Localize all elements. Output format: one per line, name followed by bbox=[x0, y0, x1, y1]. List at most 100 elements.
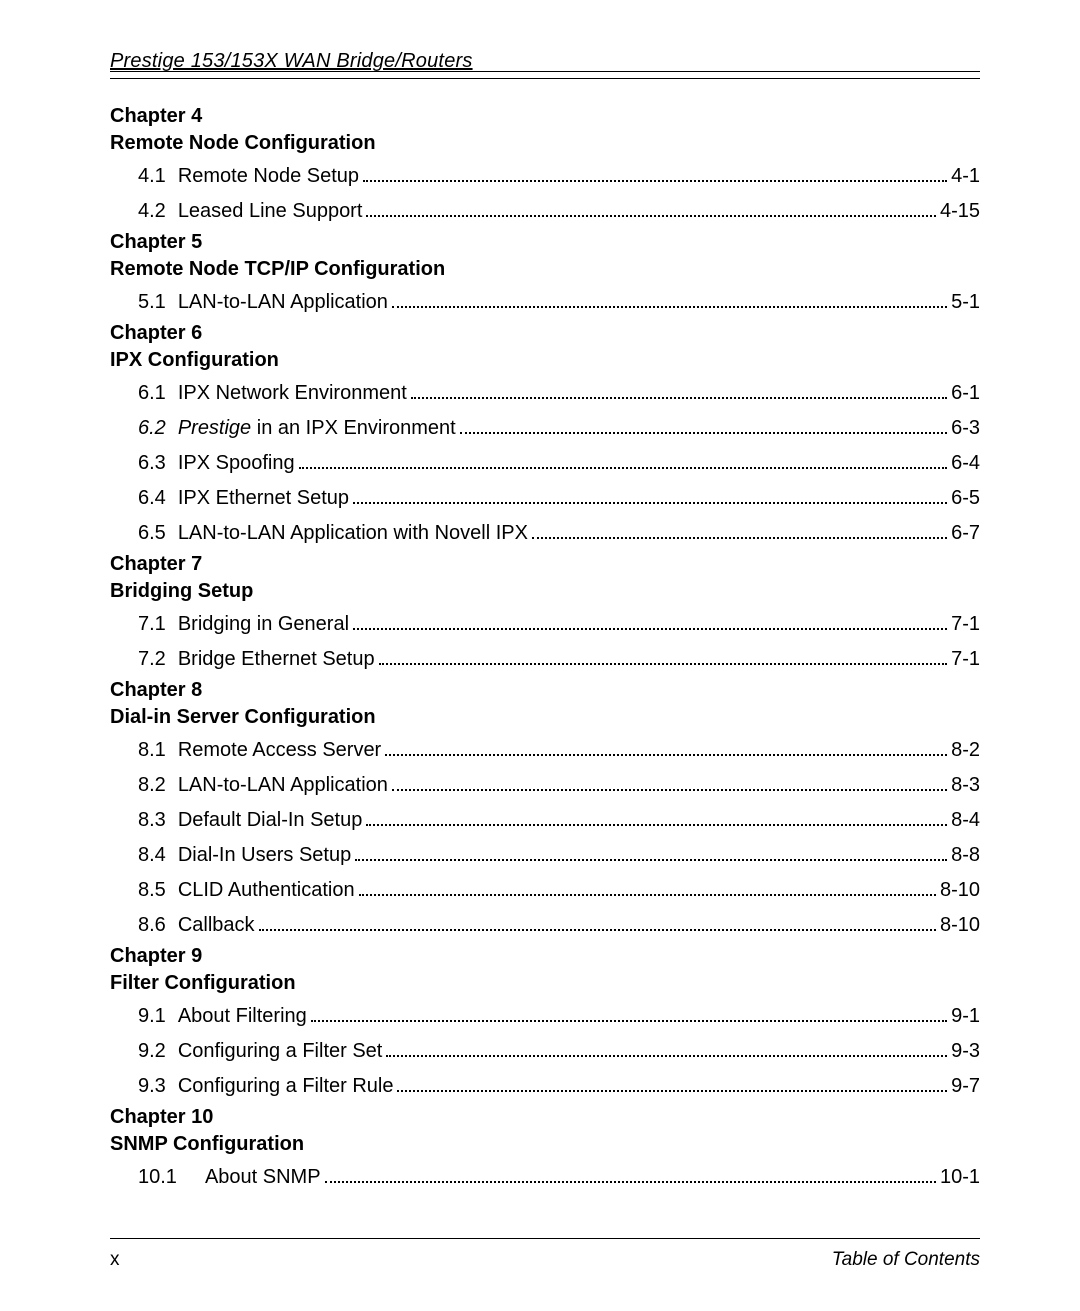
toc-entry-page: 6-4 bbox=[951, 448, 980, 479]
toc-entry-page: 7-1 bbox=[951, 609, 980, 640]
toc-entry-title: IPX Spoofing bbox=[178, 448, 295, 479]
toc-leader-dots bbox=[460, 420, 947, 434]
chapter-title: Filter Configuration bbox=[110, 972, 980, 995]
toc-leader-dots bbox=[411, 385, 947, 399]
toc-entry: 5.1 LAN-to-LAN Application 5-1 bbox=[138, 287, 980, 318]
toc-leader-dots bbox=[392, 294, 947, 308]
toc-entry: 7.1Bridging in General7-1 bbox=[138, 609, 980, 640]
chapter-label: Chapter 7 bbox=[110, 553, 980, 576]
toc-entry-number: 8.5 bbox=[138, 875, 166, 906]
toc-entry-title: LAN-to-LAN Application bbox=[178, 770, 388, 801]
toc-entry-title: Callback bbox=[178, 910, 255, 941]
toc-entry: 6.4IPX Ethernet Setup6-5 bbox=[138, 483, 980, 514]
toc-entry: 8.1 Remote Access Server 8-2 bbox=[138, 735, 980, 766]
toc-leader-dots bbox=[385, 742, 947, 756]
toc-entry-number: 5.1 bbox=[138, 287, 166, 318]
chapter-label: Chapter 10 bbox=[110, 1106, 980, 1129]
toc-entry-number: 9.1 bbox=[138, 1001, 166, 1032]
toc-entry-page: 9-3 bbox=[951, 1036, 980, 1067]
toc-leader-dots bbox=[355, 847, 947, 861]
chapter-label: Chapter 8 bbox=[110, 679, 980, 702]
chapter-title: IPX Configuration bbox=[110, 349, 980, 372]
toc-leader-dots bbox=[397, 1078, 947, 1092]
toc-leader-dots bbox=[259, 917, 936, 931]
toc-entry: 6.5LAN-to-LAN Application with Novell IP… bbox=[138, 518, 980, 549]
chapter-title: Remote Node TCP/IP Configuration bbox=[110, 258, 980, 281]
toc-entry-title: CLID Authentication bbox=[178, 875, 355, 906]
toc-entry-page: 8-4 bbox=[951, 805, 980, 836]
toc-entry-title: IPX Network Environment bbox=[178, 378, 407, 409]
toc-entry: 8.3Default Dial-In Setup8-4 bbox=[138, 805, 980, 836]
toc-entry-number: 7.2 bbox=[138, 644, 166, 675]
toc-entry-title: Configuring a Filter Rule bbox=[178, 1071, 394, 1102]
toc-entry-title: Bridging in General bbox=[178, 609, 349, 640]
toc-entry: 9.1 About Filtering 9-1 bbox=[138, 1001, 980, 1032]
toc-entry-number: 9.3 bbox=[138, 1071, 166, 1102]
toc-leader-dots bbox=[353, 490, 947, 504]
toc-entry: 6.3 IPX Spoofing 6-4 bbox=[138, 448, 980, 479]
toc-entry-title: Remote Node Setup bbox=[178, 161, 359, 192]
toc-entry-number: 8.4 bbox=[138, 840, 166, 871]
toc-leader-dots bbox=[353, 616, 947, 630]
toc-entry-title: About SNMP bbox=[205, 1162, 321, 1193]
page-header-title: Prestige 153/153X WAN Bridge/Routers bbox=[110, 50, 980, 76]
toc-entry-number: 8.2 bbox=[138, 770, 166, 801]
toc-leader-dots bbox=[379, 651, 947, 665]
toc-entry-title: About Filtering bbox=[178, 1001, 307, 1032]
header-underline bbox=[110, 78, 980, 79]
toc-entry-page: 9-7 bbox=[951, 1071, 980, 1102]
toc-entry-number: 6.1 bbox=[138, 378, 166, 409]
footer-page-number: x bbox=[110, 1249, 120, 1271]
toc-entry-page: 5-1 bbox=[951, 287, 980, 318]
chapter-title: SNMP Configuration bbox=[110, 1133, 980, 1156]
chapter-label: Chapter 6 bbox=[110, 322, 980, 345]
toc-entry-page: 9-1 bbox=[951, 1001, 980, 1032]
footer-section-title: Table of Contents bbox=[832, 1249, 980, 1271]
toc-entry-number: 8.6 bbox=[138, 910, 166, 941]
toc-entry-title: Configuring a Filter Set bbox=[178, 1036, 383, 1067]
chapter-title: Bridging Setup bbox=[110, 580, 980, 603]
toc-entry-page: 10-1 bbox=[940, 1162, 980, 1193]
toc-entry-title: Dial-In Users Setup bbox=[178, 840, 351, 871]
toc-leader-dots bbox=[366, 203, 936, 217]
toc-entry: 8.2 LAN-to-LAN Application 8-3 bbox=[138, 770, 980, 801]
toc-leader-dots bbox=[392, 777, 947, 791]
toc-entry-page: 8-2 bbox=[951, 735, 980, 766]
toc-leader-dots bbox=[325, 1169, 936, 1183]
toc-entry: 7.2Bridge Ethernet Setup7-1 bbox=[138, 644, 980, 675]
chapter-title: Remote Node Configuration bbox=[110, 132, 980, 155]
toc-entry-title: LAN-to-LAN Application bbox=[178, 287, 388, 318]
toc-entry-page: 4-15 bbox=[940, 196, 980, 227]
toc-entry: 9.2 Configuring a Filter Set 9-3 bbox=[138, 1036, 980, 1067]
toc-entry-title: Prestige in an IPX Environment bbox=[178, 413, 456, 444]
toc-entry-number: 6.3 bbox=[138, 448, 166, 479]
chapter-label: Chapter 4 bbox=[110, 105, 980, 128]
toc-entry-number: 6.2 bbox=[138, 413, 166, 444]
toc-entry: 8.4Dial-In Users Setup8-8 bbox=[138, 840, 980, 871]
toc-entry-title: Remote Access Server bbox=[178, 735, 381, 766]
toc-entry: 4.2 Leased Line Support 4-15 bbox=[138, 196, 980, 227]
toc-entry: 9.3 Configuring a Filter Rule 9-7 bbox=[138, 1071, 980, 1102]
toc-entry-number: 4.2 bbox=[138, 196, 166, 227]
toc-entry: 6.1 IPX Network Environment 6-1 bbox=[138, 378, 980, 409]
toc-leader-dots bbox=[363, 168, 947, 182]
toc-leader-dots bbox=[359, 882, 936, 896]
toc-entry-page: 8-3 bbox=[951, 770, 980, 801]
document-page: Prestige 153/153X WAN Bridge/Routers Cha… bbox=[0, 0, 1080, 1311]
toc-entry-number: 8.1 bbox=[138, 735, 166, 766]
toc-entry: 6.2 Prestige in an IPX Environment 6-3 bbox=[138, 413, 980, 444]
toc-entry-number: 9.2 bbox=[138, 1036, 166, 1067]
toc-entry-title: Default Dial-In Setup bbox=[178, 805, 363, 836]
toc-entry-page: 6-1 bbox=[951, 378, 980, 409]
toc-entry-number: 4.1 bbox=[138, 161, 166, 192]
toc-entry-page: 8-10 bbox=[940, 910, 980, 941]
toc-entry: 8.5CLID Authentication8-10 bbox=[138, 875, 980, 906]
toc-entry-page: 7-1 bbox=[951, 644, 980, 675]
toc-entry-page: 4-1 bbox=[951, 161, 980, 192]
toc-leader-dots bbox=[386, 1043, 947, 1057]
toc-entry-title: Leased Line Support bbox=[178, 196, 363, 227]
toc-entry: 10.1About SNMP10-1 bbox=[138, 1162, 980, 1193]
toc-leader-dots bbox=[311, 1008, 947, 1022]
toc-entry-page: 6-3 bbox=[951, 413, 980, 444]
chapter-label: Chapter 9 bbox=[110, 945, 980, 968]
